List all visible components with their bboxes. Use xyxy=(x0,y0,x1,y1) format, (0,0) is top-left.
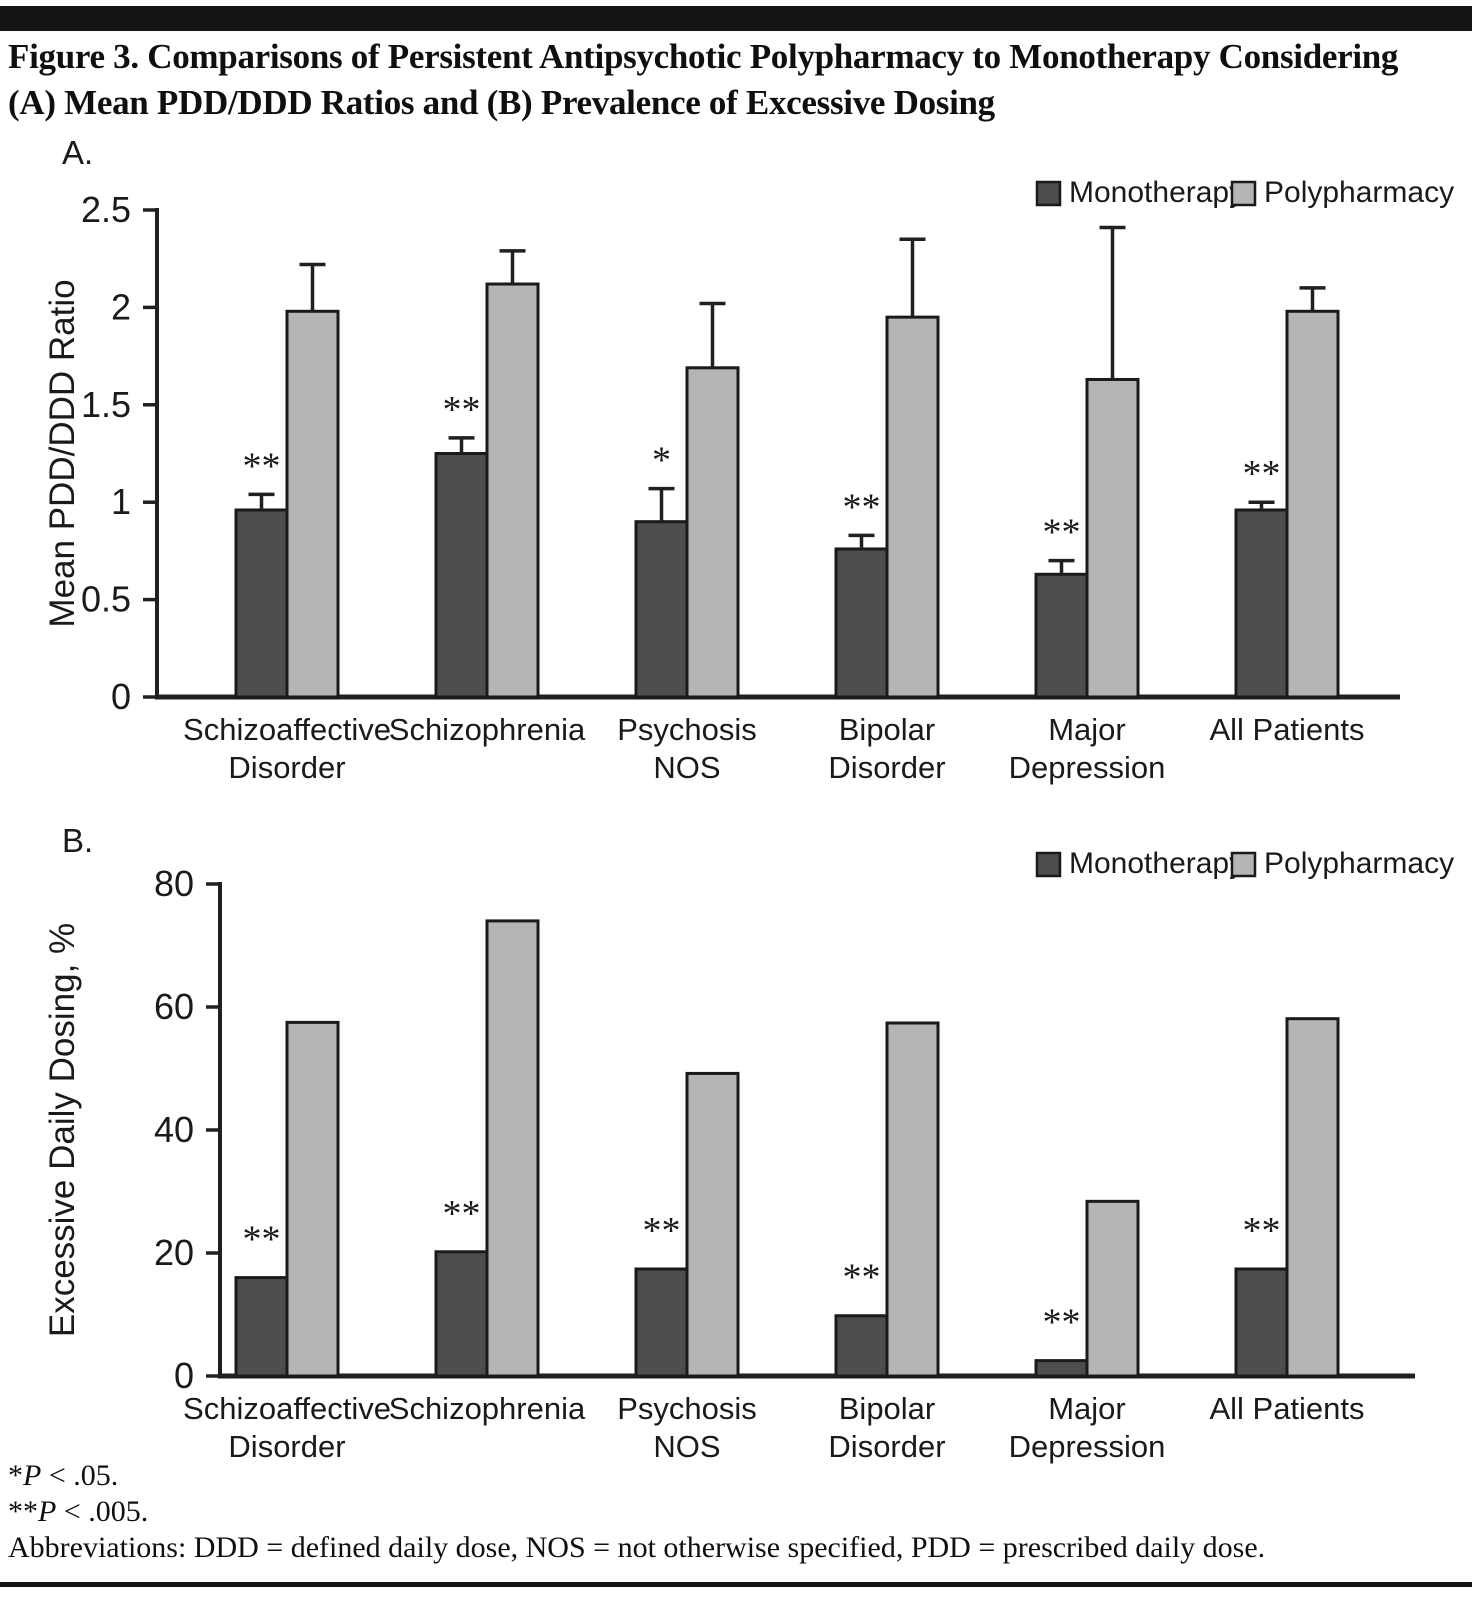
x-category-label-group1: Disorder xyxy=(228,750,345,785)
x-category-label-group3: NOS xyxy=(653,750,720,785)
x-category-label-group4: Bipolar xyxy=(839,1391,936,1426)
y-tick-label-B: 20 xyxy=(154,1232,194,1273)
x-category-label-group5: Depression xyxy=(1009,750,1166,785)
figure-title-line2: (A) Mean PDD/DDD Ratios and (B) Prevalen… xyxy=(8,83,995,122)
bar-monotherapy-group5 xyxy=(1034,572,1089,699)
x-category-label-group4: Disorder xyxy=(828,1429,945,1464)
legend-swatch-polypharmacy xyxy=(1230,851,1257,878)
footnote-p05: *P < .05. xyxy=(8,1459,119,1492)
x-category-label-group1: Disorder xyxy=(228,1429,345,1464)
significance-mark-group2: ** xyxy=(443,1193,481,1235)
y-tick-label-A: 2.5 xyxy=(81,189,131,230)
chart-a-svg: 0 0.5 1 1.5 2 2.5 Mean PDD/DDD Ratio Monotherap… xyxy=(43,176,1454,785)
x-category-label-group3: NOS xyxy=(653,1429,720,1464)
significance-mark-group3: * xyxy=(652,440,671,482)
bar-monotherapy-group2 xyxy=(434,452,489,699)
x-category-label-group2: Schizophrenia xyxy=(389,712,586,747)
y-axis-title-A: Mean PDD/DDD Ratio xyxy=(43,279,82,627)
bar-polypharmacy-group3 xyxy=(685,1071,740,1378)
legend-label-monotherapy: Monotherapy xyxy=(1069,176,1244,209)
y-tick-label-B: 80 xyxy=(154,863,194,904)
bar-monotherapy-group3 xyxy=(634,1267,689,1378)
significance-mark-group5: ** xyxy=(1043,512,1081,554)
x-category-label-group3: Psychosis xyxy=(617,712,757,747)
bar-polypharmacy-group3 xyxy=(685,366,740,699)
x-category-label-group3: Psychosis xyxy=(617,1391,757,1426)
bar-polypharmacy-group4 xyxy=(885,1021,940,1378)
y-tick-label-A: 0.5 xyxy=(81,579,131,620)
figure-title-line1: Figure 3. Comparisons of Persistent Anti… xyxy=(8,37,1399,76)
footnote-abbreviations: Abbreviations: DDD = defined daily dose,… xyxy=(8,1531,1266,1564)
legend-swatch-monotherapy xyxy=(1035,851,1062,878)
bar-monotherapy-group6 xyxy=(1234,1267,1289,1378)
significance-mark-group5: ** xyxy=(1043,1302,1081,1344)
y-tick-label-B: 0 xyxy=(174,1355,194,1396)
legend-label-polypharmacy: Polypharmacy xyxy=(1264,847,1454,880)
y-axis-title-B: Excessive Daily Dosing, % xyxy=(43,923,82,1337)
x-category-label-group6: All Patients xyxy=(1209,712,1364,747)
bar-polypharmacy-group5 xyxy=(1085,1199,1140,1378)
bar-monotherapy-group5 xyxy=(1034,1359,1089,1378)
footnotes: *P < .05. **P < .005. Abbreviations: DDD… xyxy=(8,1458,1468,1566)
bar-polypharmacy-group1 xyxy=(285,1020,340,1378)
bottom-rule-bar xyxy=(0,1582,1472,1587)
y-tick-label-B: 40 xyxy=(154,1109,194,1150)
bar-monotherapy-group4 xyxy=(834,547,889,699)
figure-title: Figure 3. Comparisons of Persistent Anti… xyxy=(8,34,1468,126)
bar-polypharmacy-group6 xyxy=(1285,1017,1340,1378)
bar-polypharmacy-group6 xyxy=(1285,309,1340,699)
legend-label-monotherapy: Monotherapy xyxy=(1069,847,1244,880)
x-category-label-group1: Schizoaffective xyxy=(183,1391,391,1426)
x-category-label-group6: All Patients xyxy=(1209,1391,1364,1426)
footnote-p005: **P < .005. xyxy=(8,1495,149,1528)
legend-label-polypharmacy: Polypharmacy xyxy=(1264,176,1454,209)
y-tick-label-A: 1.5 xyxy=(81,384,131,425)
y-tick-label-B: 60 xyxy=(154,986,194,1027)
significance-mark-group4: ** xyxy=(843,486,881,528)
top-rule-bar xyxy=(0,6,1472,31)
bar-polypharmacy-group5 xyxy=(1085,377,1140,699)
bar-monotherapy-group6 xyxy=(1234,508,1289,699)
significance-mark-group4: ** xyxy=(843,1257,881,1299)
significance-mark-group1: ** xyxy=(243,1219,281,1261)
bar-monotherapy-group1 xyxy=(234,1276,289,1378)
significance-mark-group2: ** xyxy=(443,389,481,431)
panel-a-label: A. xyxy=(62,134,94,171)
bar-polypharmacy-group2 xyxy=(485,919,540,1378)
x-category-label-group5: Depression xyxy=(1009,1429,1166,1464)
bar-monotherapy-group3 xyxy=(634,520,689,699)
chart-b-svg: 0 20 40 60 80 Excessive Daily Dosing, % Monoth… xyxy=(43,847,1454,1464)
bar-polypharmacy-group2 xyxy=(485,282,540,699)
significance-mark-group6: ** xyxy=(1243,1210,1281,1252)
bar-monotherapy-group4 xyxy=(834,1314,889,1378)
bar-monotherapy-group1 xyxy=(234,508,289,699)
x-category-label-group5: Major xyxy=(1048,712,1126,747)
significance-mark-group1: ** xyxy=(243,445,281,487)
x-category-label-group2: Schizophrenia xyxy=(389,1391,586,1426)
significance-mark-group6: ** xyxy=(1243,453,1281,495)
y-tick-label-A: 1 xyxy=(111,481,131,522)
bar-monotherapy-group2 xyxy=(434,1250,489,1378)
x-category-label-group4: Bipolar xyxy=(839,712,936,747)
x-category-label-group4: Disorder xyxy=(828,750,945,785)
legend-swatch-polypharmacy xyxy=(1230,180,1257,207)
x-category-label-group5: Major xyxy=(1048,1391,1126,1426)
bar-polypharmacy-group1 xyxy=(285,309,340,699)
panel-b-label: B. xyxy=(62,822,94,859)
y-tick-label-A: 2 xyxy=(111,286,131,327)
legend-swatch-monotherapy xyxy=(1035,180,1062,207)
bar-polypharmacy-group4 xyxy=(885,315,940,699)
significance-mark-group3: ** xyxy=(643,1210,681,1252)
y-tick-label-A: 0 xyxy=(111,676,131,717)
x-category-label-group1: Schizoaffective xyxy=(183,712,391,747)
